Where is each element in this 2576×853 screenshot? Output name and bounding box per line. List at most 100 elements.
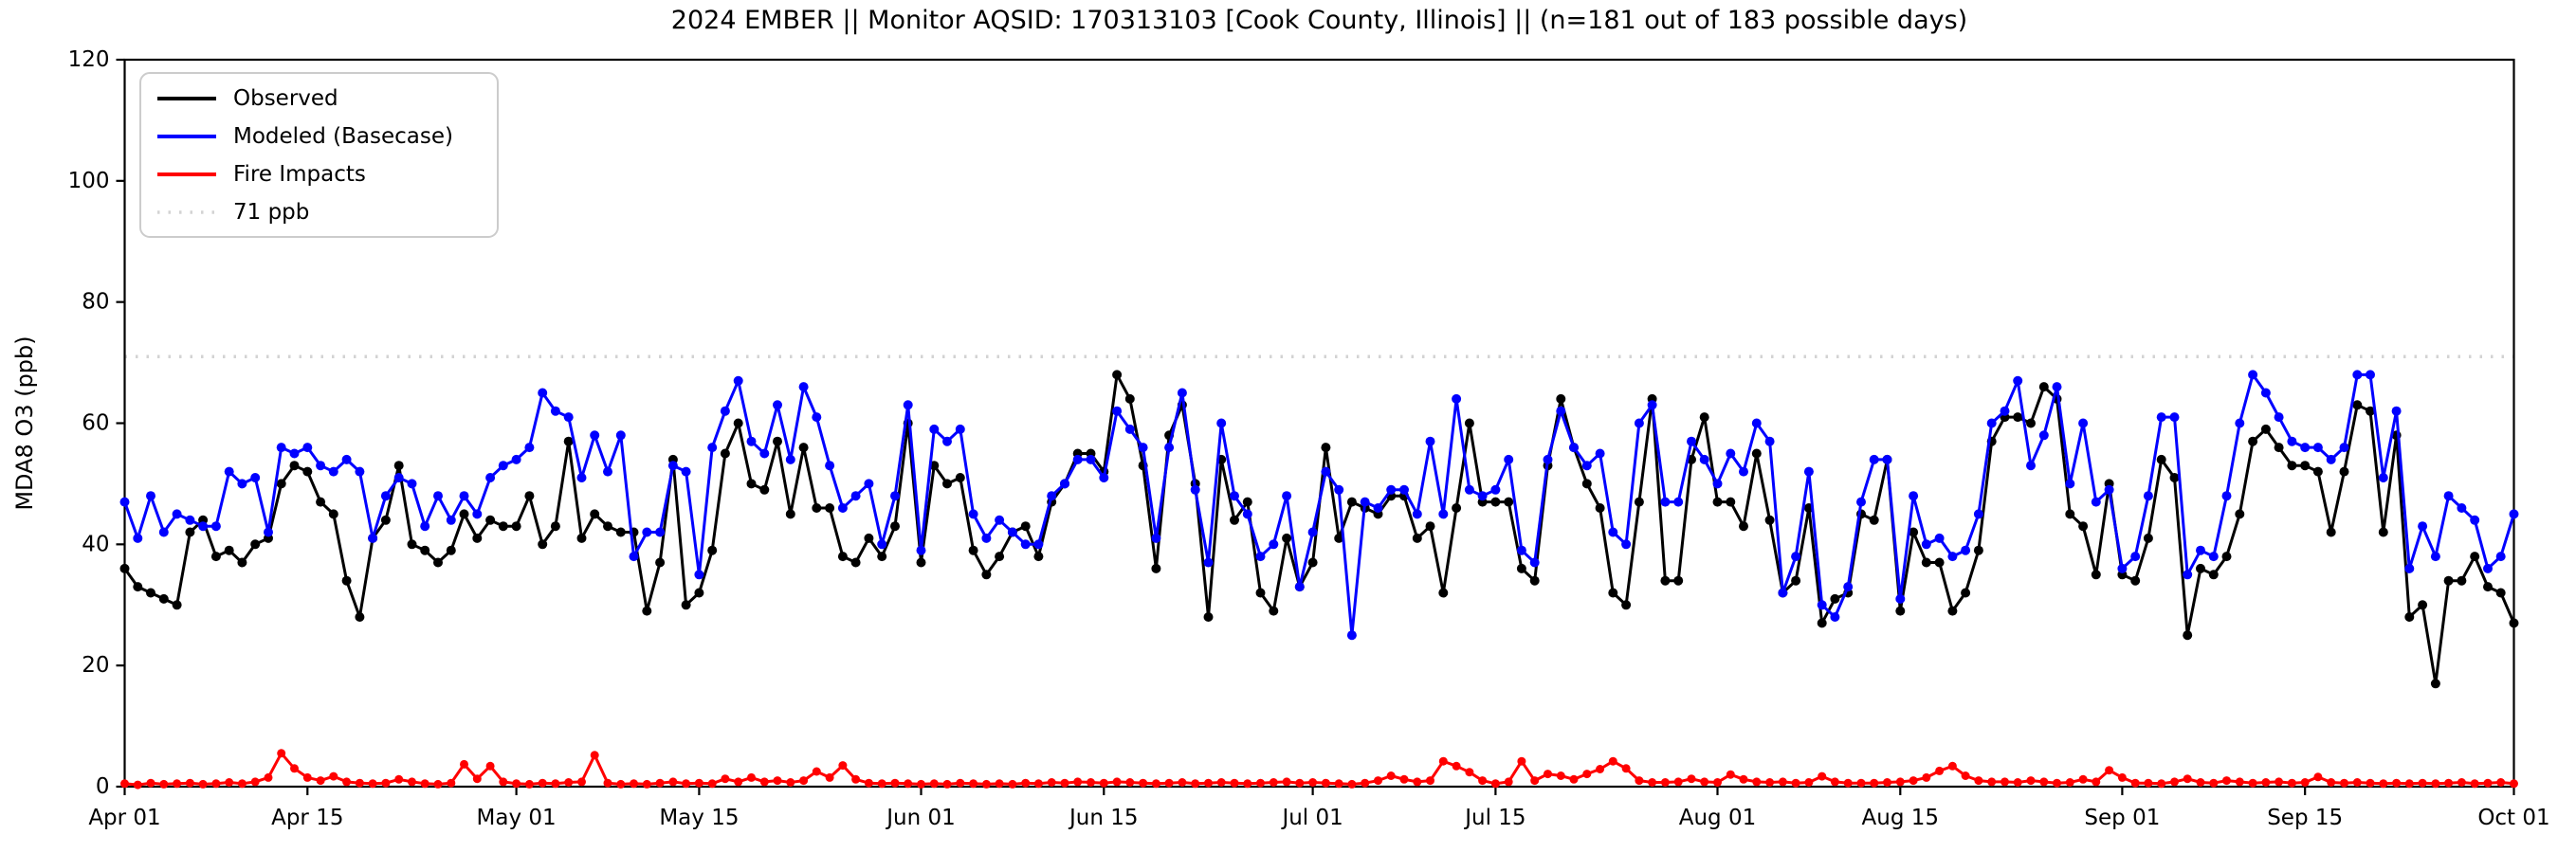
modeled-basecase-point bbox=[133, 533, 143, 543]
modeled-basecase-point bbox=[1726, 448, 1736, 459]
observed-point bbox=[1464, 418, 1474, 428]
modeled-basecase-point bbox=[1490, 484, 1501, 495]
observed-point bbox=[1921, 557, 1931, 568]
fire-impacts-point bbox=[1334, 779, 1343, 789]
fire-impacts-point bbox=[864, 778, 873, 788]
observed-point bbox=[1452, 503, 1462, 513]
fire-impacts-point bbox=[917, 779, 925, 789]
modeled-basecase-point bbox=[1973, 509, 1983, 519]
fire-impacts-point bbox=[721, 774, 730, 784]
observed-point bbox=[276, 479, 286, 489]
modeled-basecase-point bbox=[2169, 412, 2180, 423]
fire-impacts-point bbox=[329, 771, 338, 781]
observed-point bbox=[1621, 600, 1632, 610]
modeled-basecase-point bbox=[681, 466, 691, 477]
fire-impacts-point bbox=[2248, 778, 2257, 788]
observed-point bbox=[1269, 606, 1279, 616]
fire-impacts-point bbox=[668, 777, 678, 787]
fire-impacts-point bbox=[2510, 779, 2518, 789]
fire-impacts-point bbox=[2418, 778, 2427, 788]
fire-impacts-point bbox=[133, 780, 142, 789]
modeled-basecase-point bbox=[1569, 443, 1579, 453]
fire-impacts-point bbox=[1961, 771, 1970, 780]
fire-impacts-point bbox=[1791, 778, 1800, 788]
modeled-basecase-point bbox=[2117, 563, 2128, 573]
modeled-basecase-point bbox=[2509, 509, 2519, 519]
observed-point bbox=[1726, 497, 1736, 507]
observed-point bbox=[433, 557, 443, 568]
observed-point bbox=[185, 527, 195, 537]
legend-label: Observed bbox=[233, 86, 338, 111]
modeled-basecase-point bbox=[1112, 406, 1123, 416]
observed-point bbox=[355, 612, 365, 622]
observed-point bbox=[172, 600, 182, 610]
modeled-basecase-point bbox=[1007, 527, 1017, 537]
fire-impacts-point bbox=[1556, 771, 1565, 780]
modeled-basecase-point bbox=[1947, 552, 1958, 562]
modeled-basecase-point bbox=[785, 454, 795, 464]
fire-impacts-point bbox=[2117, 772, 2127, 782]
fire-impacts-point bbox=[1660, 778, 1670, 787]
observed-point bbox=[955, 473, 965, 482]
observed-point bbox=[393, 461, 404, 471]
observed-point bbox=[1673, 575, 1684, 586]
fire-impacts-point bbox=[1230, 778, 1239, 788]
modeled-basecase-point bbox=[1438, 509, 1449, 519]
observed-point bbox=[1712, 497, 1723, 507]
observed-point bbox=[2038, 382, 2049, 392]
modeled-basecase-point bbox=[355, 466, 365, 477]
modeled-basecase-point bbox=[1699, 454, 1709, 464]
fire-impacts-point bbox=[981, 779, 991, 789]
fire-impacts-point bbox=[1818, 771, 1827, 781]
modeled-basecase-point bbox=[929, 424, 940, 434]
fire-impacts-point bbox=[2183, 774, 2192, 784]
modeled-basecase-point bbox=[916, 545, 926, 555]
modeled-basecase-point bbox=[1060, 479, 1069, 489]
modeled-basecase-point bbox=[1803, 466, 1814, 477]
observed-point bbox=[1516, 563, 1526, 573]
fire-impacts-point bbox=[460, 759, 468, 769]
modeled-basecase-point bbox=[1216, 418, 1227, 428]
fire-impacts-point bbox=[1765, 778, 1775, 787]
modeled-basecase-point bbox=[733, 375, 743, 386]
modeled-basecase-point bbox=[1556, 406, 1566, 416]
fire-impacts-point bbox=[1569, 774, 1579, 784]
modeled-basecase-point bbox=[1190, 484, 1200, 495]
modeled-basecase-point bbox=[864, 479, 874, 489]
x-tick-label: Sep 01 bbox=[2084, 806, 2160, 830]
observed-point bbox=[472, 533, 483, 543]
observed-point bbox=[1242, 497, 1252, 507]
modeled-basecase-point bbox=[1138, 443, 1148, 453]
fire-impacts-point bbox=[969, 779, 978, 789]
observed-point bbox=[1346, 497, 1357, 507]
modeled-basecase-point bbox=[1164, 443, 1175, 453]
legend-label: Fire Impacts bbox=[233, 162, 366, 187]
observed-point bbox=[773, 436, 782, 446]
modeled-basecase-point bbox=[890, 491, 900, 501]
observed-point bbox=[2418, 600, 2428, 610]
modeled-basecase-point bbox=[2065, 479, 2075, 489]
observed-point bbox=[498, 521, 508, 532]
fire-impacts-point bbox=[381, 778, 391, 788]
modeled-basecase-point bbox=[1282, 491, 1292, 501]
observed-point bbox=[1973, 545, 1983, 555]
modeled-basecase-point bbox=[1882, 454, 1892, 464]
observed-point bbox=[1334, 533, 1344, 543]
modeled-basecase-point bbox=[1452, 393, 1462, 404]
modeled-basecase-point bbox=[1543, 454, 1553, 464]
x-tick-label: Aug 01 bbox=[1679, 806, 1757, 830]
fire-impacts-point bbox=[825, 772, 834, 782]
observed-point bbox=[2352, 400, 2363, 410]
fire-impacts-point bbox=[1935, 766, 1945, 775]
fire-impacts-point bbox=[694, 778, 703, 788]
observed-point bbox=[1321, 443, 1331, 453]
modeled-basecase-point bbox=[1033, 539, 1044, 550]
modeled-basecase-point bbox=[1660, 497, 1671, 507]
observed-point bbox=[2235, 509, 2245, 519]
fire-impacts-point bbox=[2144, 778, 2153, 788]
fire-impacts-point bbox=[707, 779, 717, 789]
fire-impacts-point bbox=[1596, 765, 1605, 773]
fire-impacts-point bbox=[2235, 777, 2244, 787]
fire-impacts-point bbox=[2483, 778, 2493, 788]
modeled-basecase-point bbox=[1086, 454, 1096, 464]
